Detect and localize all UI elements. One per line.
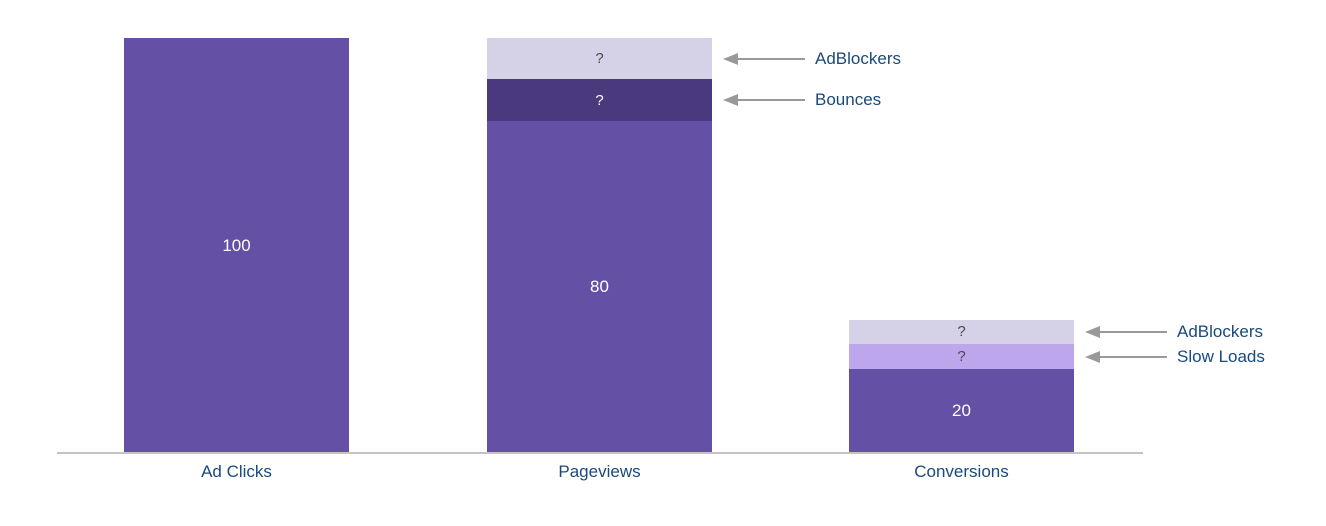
segment-value-label: ?: [957, 323, 966, 341]
arrow-left-icon: [1085, 350, 1100, 363]
arrow-shaft: [1100, 355, 1167, 358]
callout-label-adblockers: AdBlockers: [815, 48, 901, 68]
callout-label-bounces: Bounces: [815, 90, 882, 110]
arrow-left-icon: [723, 94, 738, 107]
bar-segment-pageviews-adblockers: ?: [487, 38, 712, 80]
category-label-pageviews: Pageviews: [558, 462, 641, 481]
segment-value-label: 80: [590, 276, 609, 296]
arrow-shaft: [738, 57, 805, 60]
bar-segment-conversions-slow-loads: ?: [849, 344, 1074, 370]
segment-value-label: ?: [595, 91, 604, 109]
category-label-conversions: Conversions: [914, 462, 1009, 481]
bar-segment-pageviews-measured: 80: [487, 120, 712, 452]
callout-label-adblockers: AdBlockers: [1177, 321, 1263, 341]
arrow-left-icon: [1085, 325, 1100, 338]
arrow-left-icon: [723, 52, 738, 65]
bar-segment-conversions-adblockers: ?: [849, 319, 1074, 345]
segment-value-label: 100: [222, 235, 251, 255]
segment-value-label: ?: [957, 348, 966, 366]
x-axis-line: [57, 452, 1143, 454]
category-label-ad-clicks: Ad Clicks: [201, 462, 272, 481]
callout-label-slow-loads: Slow Loads: [1177, 346, 1265, 366]
segment-value-label: ?: [595, 50, 604, 68]
arrow-shaft: [1100, 330, 1167, 333]
arrow-shaft: [738, 99, 805, 102]
bar-segment-ad-clicks-measured: 100: [124, 38, 349, 452]
segment-value-label: 20: [952, 401, 971, 421]
bar-segment-conversions-measured: 20: [849, 369, 1074, 452]
bar-segment-pageviews-bounces: ?: [487, 79, 712, 121]
